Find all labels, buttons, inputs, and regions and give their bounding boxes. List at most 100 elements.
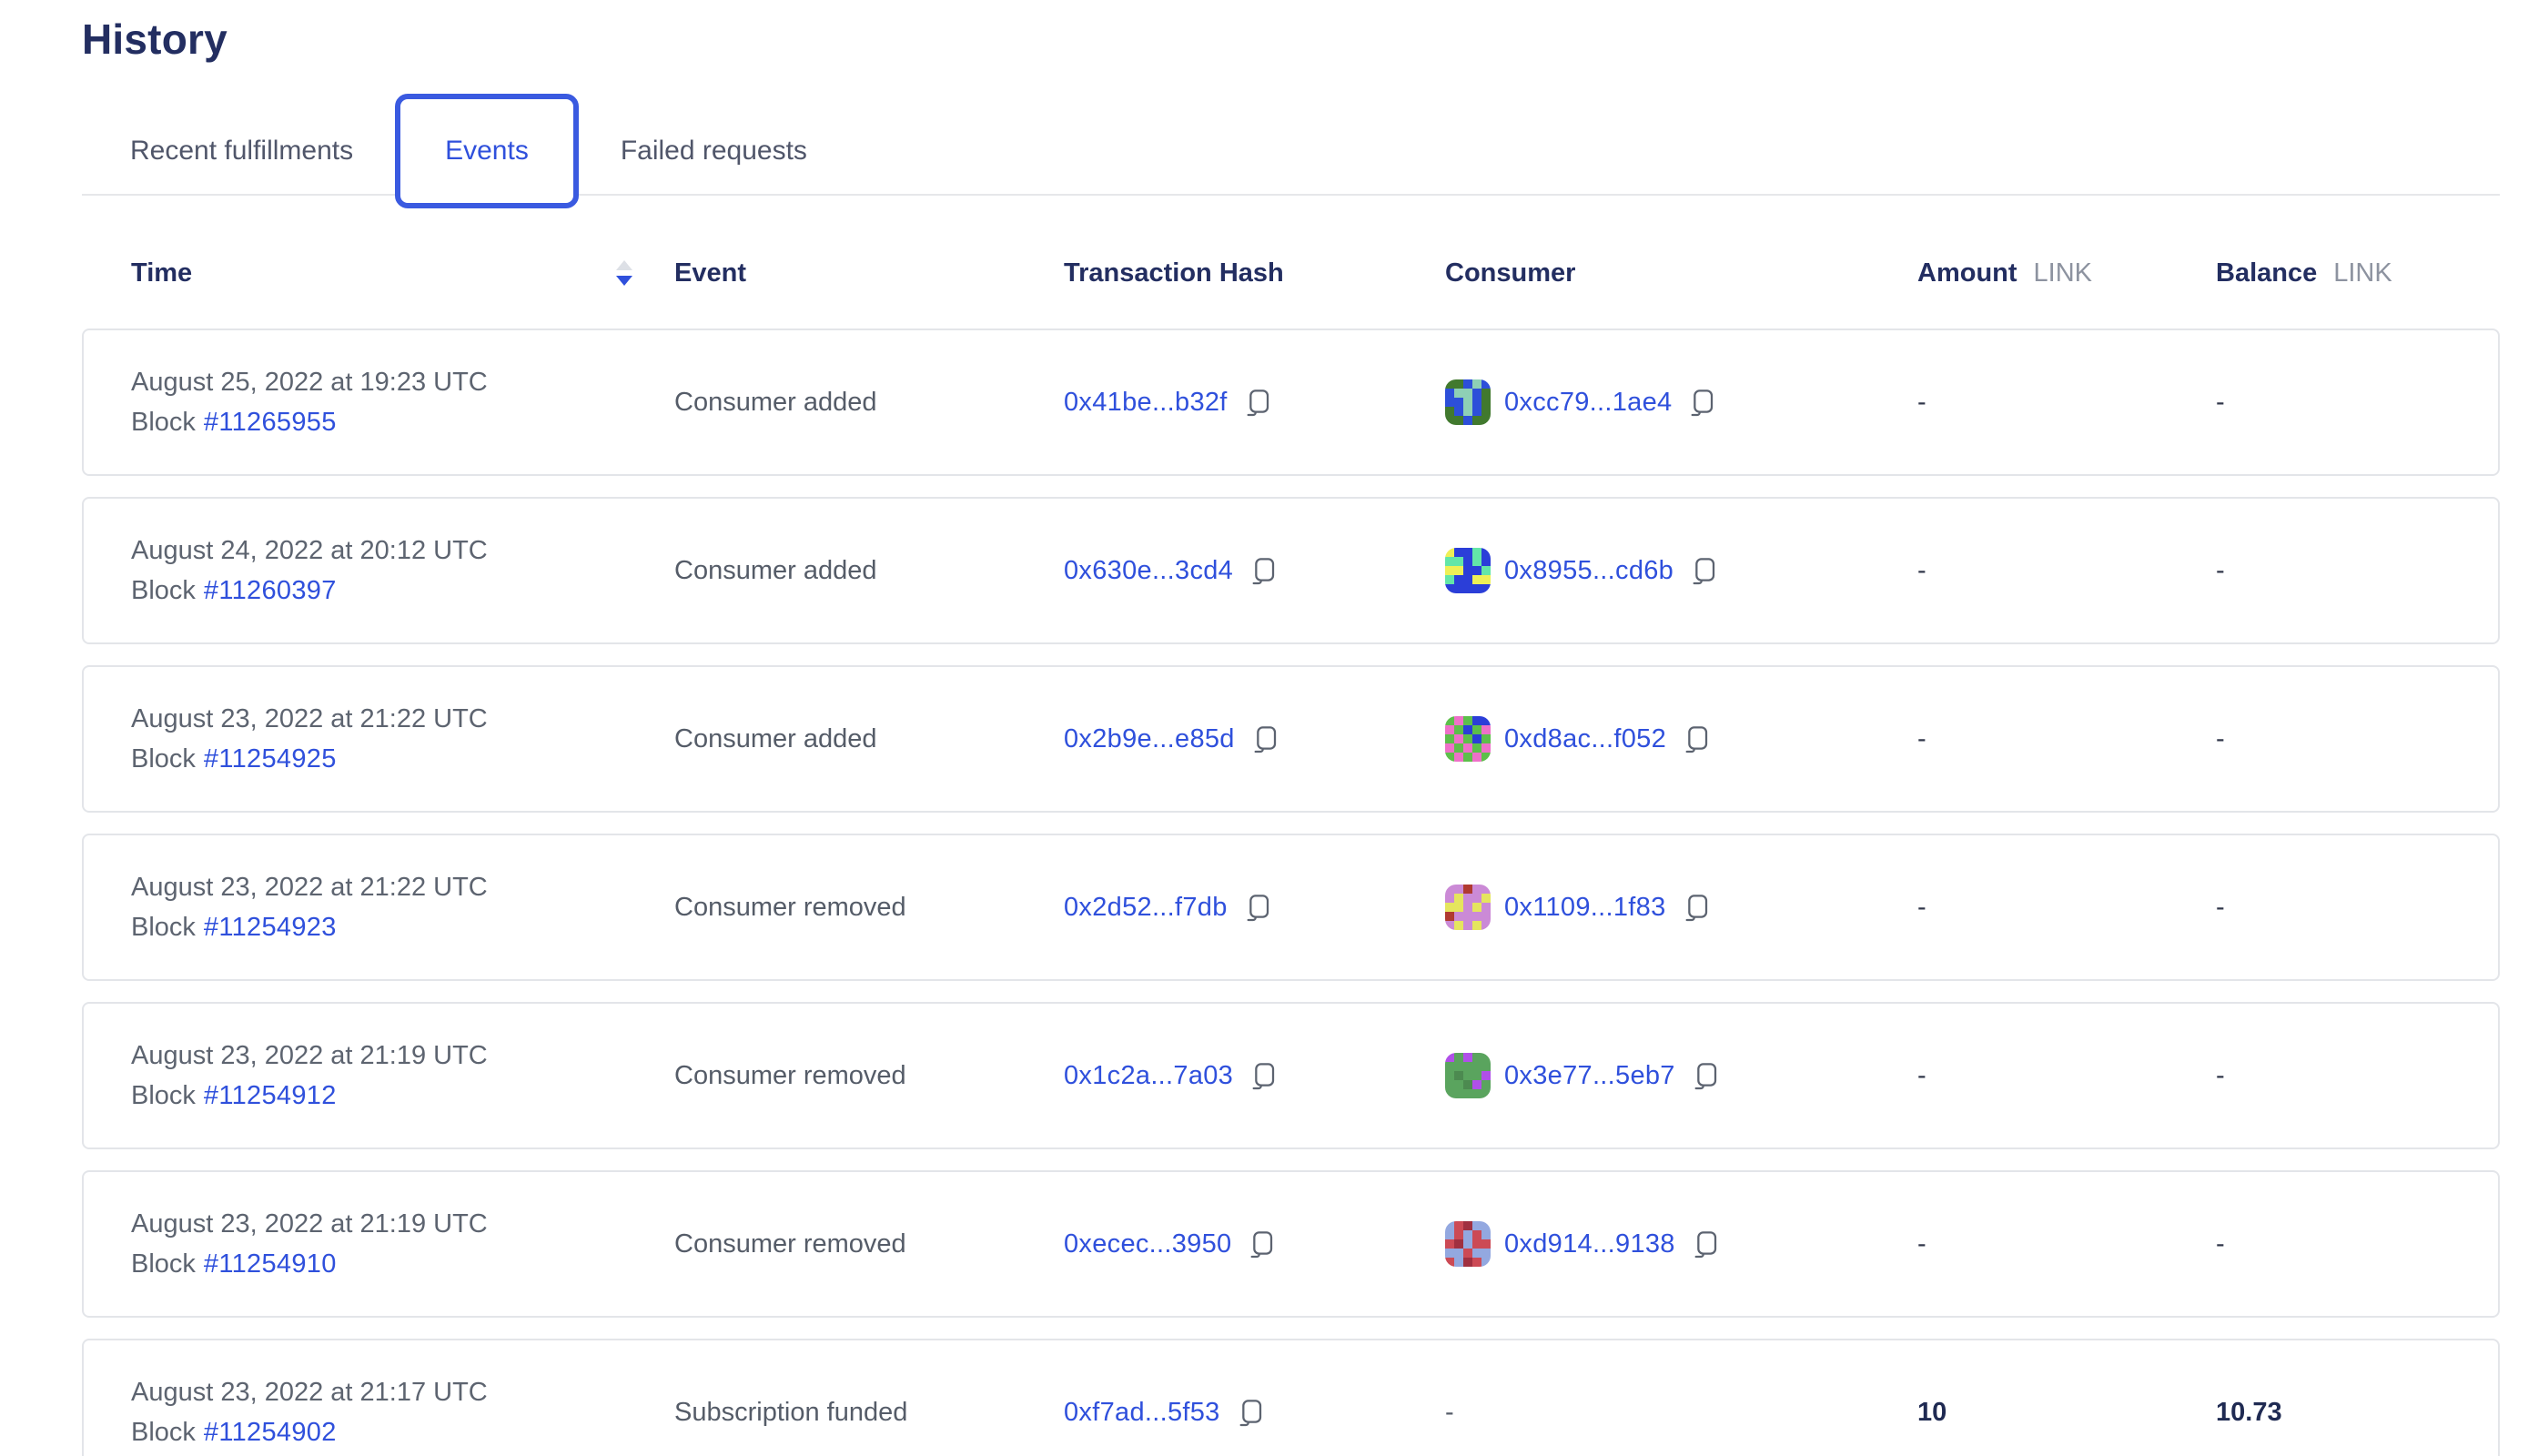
consumer-address-link[interactable]: 0xd914...9138 [1504, 1228, 1675, 1259]
tab-bar-divider [82, 194, 2500, 196]
row-event: Consumer removed [674, 1060, 906, 1090]
tx-hash-link[interactable]: 0xecec...3950 [1064, 1228, 1232, 1259]
table-row: August 24, 2022 at 20:12 UTC Block #11260… [82, 497, 2500, 644]
block-line: Block #11254910 [131, 1249, 337, 1279]
copy-icon[interactable] [1690, 1229, 1719, 1259]
row-date: August 24, 2022 at 20:12 UTC [131, 536, 488, 565]
tx-hash-cell: 0x2b9e...e85d [1064, 724, 1445, 754]
consumer-cell: 0x1109...1f83 [1445, 885, 1917, 930]
column-header-amount: Amount LINK [1917, 258, 2093, 288]
table-row: August 23, 2022 at 21:17 UTC Block #11254… [82, 1339, 2500, 1456]
block-number-link[interactable]: #11265955 [203, 408, 337, 437]
copy-icon[interactable] [1248, 1061, 1277, 1090]
tx-hash-link[interactable]: 0x630e...3cd4 [1064, 555, 1234, 585]
sort-descending-icon [616, 276, 632, 286]
history-panel: History Recent fulfillments Events Faile… [0, 13, 2500, 1456]
consumer-identicon [1445, 716, 1491, 762]
consumer-cell: - [1445, 1397, 1454, 1427]
sort-ascending-icon [616, 260, 632, 270]
row-amount: - [1917, 723, 1926, 753]
table-row: August 23, 2022 at 21:19 UTC Block #11254… [82, 1002, 2500, 1149]
consumer-cell: 0x3e77...5eb7 [1445, 1053, 1917, 1098]
block-number-link[interactable]: #11254910 [203, 1249, 337, 1279]
copy-icon[interactable] [1235, 1398, 1264, 1427]
sort-control[interactable] [616, 260, 632, 286]
consumer-cell: 0xd8ac...f052 [1445, 716, 1917, 762]
time-cell: August 23, 2022 at 21:22 UTC Block #11254… [131, 867, 674, 947]
row-event: Consumer added [674, 555, 877, 585]
row-balance: - [2216, 1228, 2225, 1259]
consumer-address-link[interactable]: 0xd8ac...f052 [1504, 723, 1667, 753]
tab-bar: Recent fulfillments Events Failed reques… [82, 94, 2500, 208]
copy-icon[interactable] [1681, 893, 1710, 922]
time-cell: August 23, 2022 at 21:19 UTC Block #11254… [131, 1036, 674, 1116]
tx-hash-link[interactable]: 0x41be...b32f [1064, 387, 1228, 417]
table-row: August 23, 2022 at 21:19 UTC Block #11254… [82, 1170, 2500, 1318]
tx-hash-cell: 0x41be...b32f [1064, 388, 1445, 418]
consumer-address-link[interactable]: 0xcc79...1ae4 [1504, 387, 1673, 417]
copy-icon[interactable] [1242, 893, 1271, 922]
block-line: Block #11254923 [131, 913, 337, 942]
tx-hash-cell: 0xecec...3950 [1064, 1229, 1445, 1259]
row-balance: - [2216, 387, 2225, 417]
row-amount: - [1917, 1060, 1926, 1090]
tx-hash-cell: 0x1c2a...7a03 [1064, 1061, 1445, 1091]
table-header: Time Event Transaction Hash Consumer Amo… [82, 246, 2500, 300]
block-number-link[interactable]: #11254902 [203, 1418, 337, 1447]
row-date: August 23, 2022 at 21:19 UTC [131, 1209, 488, 1239]
amount-unit-label: LINK [2033, 258, 2093, 288]
consumer-cell: 0xd914...9138 [1445, 1221, 1917, 1267]
tx-hash-cell: 0x630e...3cd4 [1064, 556, 1445, 586]
block-number-link[interactable]: #11254925 [203, 744, 337, 774]
table-row: August 23, 2022 at 21:22 UTC Block #11254… [82, 834, 2500, 981]
row-event: Consumer added [674, 723, 877, 753]
tx-hash-link[interactable]: 0x2d52...f7db [1064, 892, 1228, 922]
consumer-identicon [1445, 548, 1491, 593]
copy-icon[interactable] [1690, 1061, 1719, 1090]
time-cell: August 25, 2022 at 19:23 UTC Block #11265… [131, 362, 674, 442]
copy-icon[interactable] [1688, 556, 1717, 585]
copy-icon[interactable] [1681, 724, 1710, 753]
block-number-link[interactable]: #11254923 [203, 913, 337, 942]
copy-icon[interactable] [1686, 388, 1715, 417]
tab-failed-requests[interactable]: Failed requests [620, 136, 807, 166]
row-amount: - [1917, 892, 1926, 922]
consumer-identicon [1445, 885, 1491, 930]
column-header-tx-hash: Transaction Hash [1064, 258, 1284, 288]
copy-icon[interactable] [1242, 388, 1271, 417]
time-cell: August 23, 2022 at 21:19 UTC Block #11254… [131, 1204, 674, 1284]
row-date: August 25, 2022 at 19:23 UTC [131, 368, 488, 397]
tx-hash-cell: 0x2d52...f7db [1064, 893, 1445, 923]
tx-hash-link[interactable]: 0x2b9e...e85d [1064, 723, 1235, 753]
row-date: August 23, 2022 at 21:22 UTC [131, 704, 488, 733]
consumer-address-link[interactable]: 0x8955...cd6b [1504, 555, 1674, 585]
block-line: Block #11254902 [131, 1418, 337, 1447]
column-header-event: Event [674, 258, 746, 288]
block-line: Block #11265955 [131, 408, 337, 437]
consumer-cell: 0x8955...cd6b [1445, 548, 1917, 593]
table-row: August 23, 2022 at 21:22 UTC Block #11254… [82, 665, 2500, 813]
copy-icon[interactable] [1249, 724, 1279, 753]
block-number-link[interactable]: #11260397 [203, 576, 337, 605]
column-header-time: Time [131, 258, 674, 288]
consumer-address-link[interactable]: 0x3e77...5eb7 [1504, 1060, 1675, 1090]
row-event: Consumer added [674, 387, 877, 417]
consumer-cell: 0xcc79...1ae4 [1445, 379, 1917, 425]
tx-hash-cell: 0xf7ad...5f53 [1064, 1398, 1445, 1428]
row-event: Consumer removed [674, 892, 906, 922]
row-event: Consumer removed [674, 1228, 906, 1259]
tab-events[interactable]: Events [395, 94, 579, 208]
block-number-link[interactable]: #11254912 [203, 1081, 337, 1110]
row-amount: - [1917, 1228, 1926, 1259]
block-line: Block #11254912 [131, 1081, 337, 1110]
copy-icon[interactable] [1248, 556, 1277, 585]
tx-hash-link[interactable]: 0xf7ad...5f53 [1064, 1397, 1220, 1427]
row-amount: - [1917, 387, 1926, 417]
row-amount: - [1917, 555, 1926, 585]
row-balance: 10.73 [2216, 1397, 2282, 1427]
tab-recent-fulfillments[interactable]: Recent fulfillments [130, 136, 354, 166]
consumer-address-link[interactable]: 0x1109...1f83 [1504, 892, 1666, 922]
copy-icon[interactable] [1246, 1229, 1275, 1259]
tx-hash-link[interactable]: 0x1c2a...7a03 [1064, 1060, 1234, 1090]
consumer-identicon [1445, 1221, 1491, 1267]
